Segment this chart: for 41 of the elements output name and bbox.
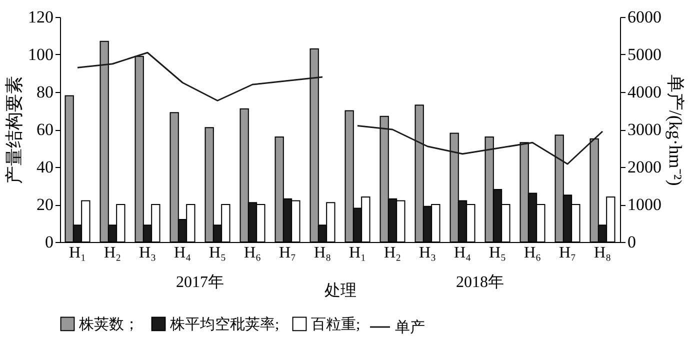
- y-tick-label: 20: [36, 195, 54, 214]
- x-tick-label: H₄: [454, 244, 472, 262]
- x-tick-label: H₆: [524, 244, 542, 262]
- text: 2018年: [456, 274, 504, 291]
- x-tick-label: H₂: [104, 244, 122, 262]
- x-tick-label: H₁: [68, 244, 86, 262]
- y-tick-label: 120: [28, 8, 54, 26]
- y-axis-title: 产量结构要素: [4, 76, 24, 184]
- x-axis-title: 处理: [324, 282, 356, 300]
- text: 2017年: [176, 274, 224, 291]
- x-tick-label: H₇: [278, 244, 296, 262]
- x-tick-label: H₅: [488, 244, 506, 262]
- legend-label: 单产: [395, 319, 425, 336]
- line-series: [76, 52, 324, 102]
- y-tick-label: 60: [36, 120, 54, 139]
- x-tick-label: H₃: [418, 244, 436, 262]
- x-tick-label: H₂: [384, 244, 402, 262]
- x-tick-label: H₄: [174, 244, 192, 262]
- y2-tick-label: 2000: [628, 158, 662, 176]
- legend-label: 百粒重;: [311, 316, 360, 333]
- y2-tick-label: 5000: [628, 45, 662, 64]
- x-tick-label: H₃: [138, 244, 156, 262]
- y2-tick-label: 6000: [628, 8, 662, 26]
- x-tick-label: H₈: [314, 244, 332, 262]
- y2-tick-label: 4000: [628, 82, 662, 102]
- y-tick-label: 40: [36, 158, 54, 176]
- legend-label: 株荚数；: [78, 316, 139, 333]
- y2-tick-label: 3000: [628, 120, 662, 139]
- x-tick-label: H₇: [558, 244, 576, 262]
- x-tick-label: H₆: [244, 244, 262, 262]
- line-series: [356, 125, 604, 165]
- legend-label: 株平均空秕荚率;: [169, 316, 280, 333]
- y-tick-label: 100: [28, 45, 54, 64]
- x-tick-label: H₈: [594, 244, 612, 262]
- y2-tick-label: 0: [628, 232, 636, 252]
- y-tick-label: 80: [36, 82, 54, 102]
- x-tick-label: H₁: [348, 244, 366, 262]
- x-tick-label: H₅: [208, 244, 226, 262]
- y-tick-label: 0: [45, 232, 54, 252]
- y2-axis-title: 单产/(kg·hm⁻²): [666, 74, 686, 186]
- y2-tick-label: 1000: [628, 195, 662, 214]
